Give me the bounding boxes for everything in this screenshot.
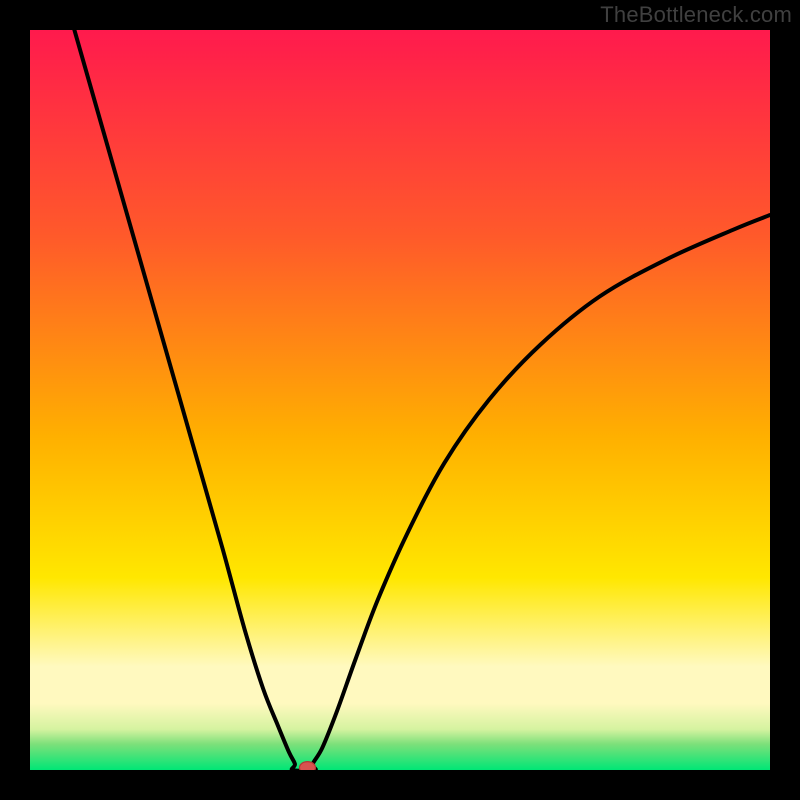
gradient-background: [30, 30, 770, 770]
plot-area: [30, 30, 770, 770]
chart-frame: TheBottleneck.com: [0, 0, 800, 800]
watermark-text: TheBottleneck.com: [600, 2, 792, 28]
